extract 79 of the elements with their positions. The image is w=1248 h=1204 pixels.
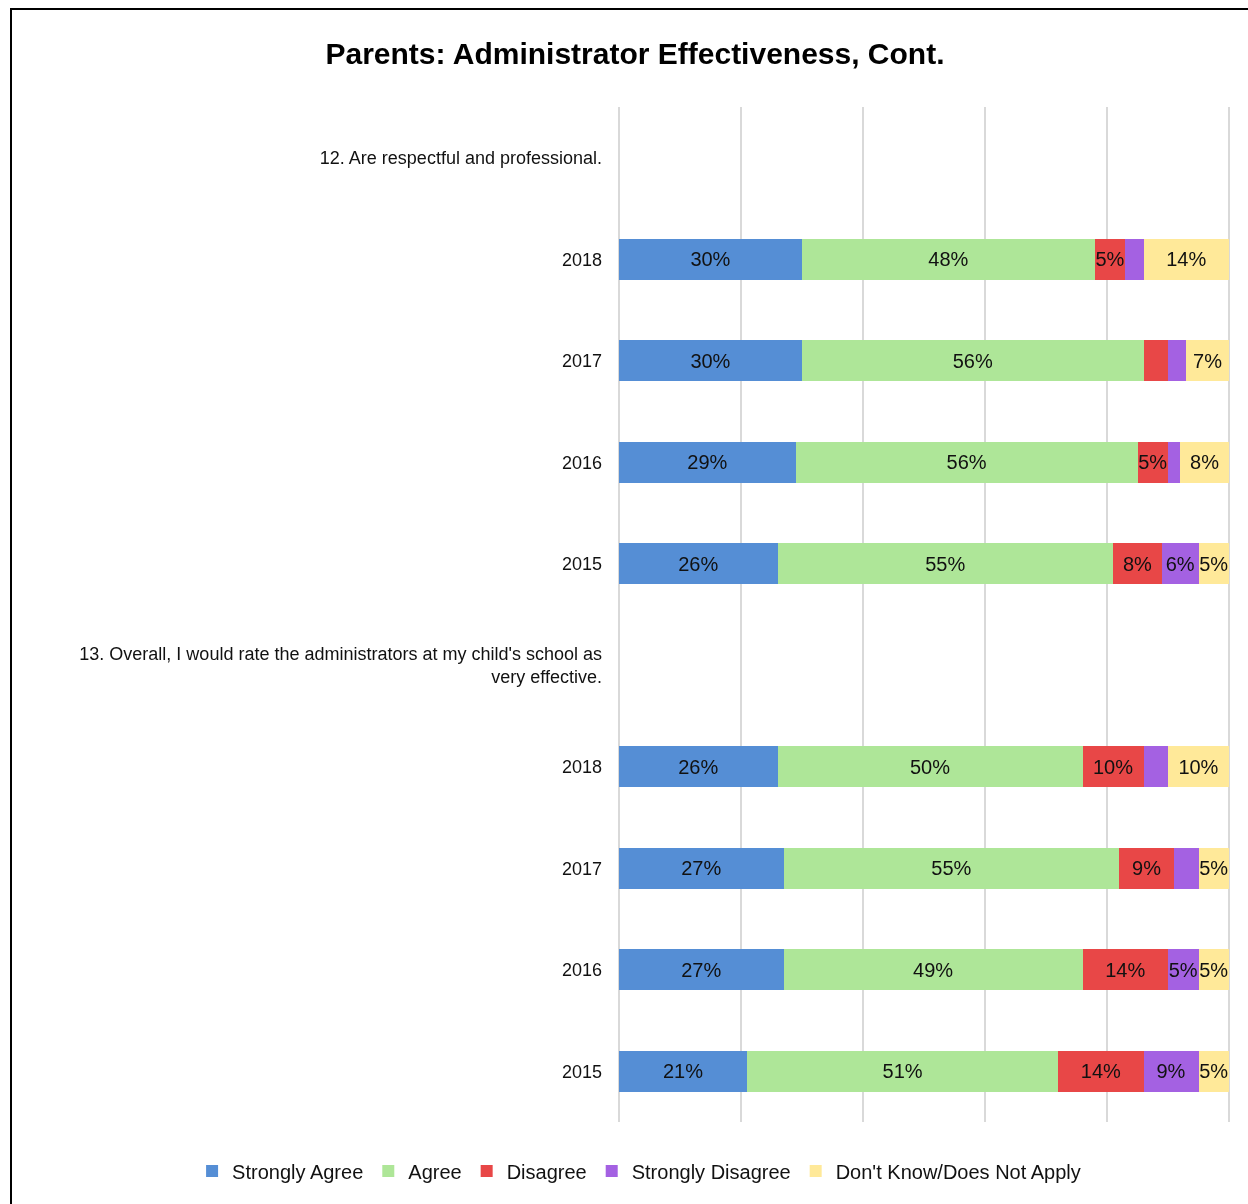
data-label: 55%	[925, 552, 966, 575]
y-tick-label: 2016	[561, 452, 602, 473]
data-label: 26%	[678, 755, 719, 778]
data-label: 29%	[687, 451, 728, 474]
data-label: 5%	[1199, 552, 1229, 575]
legend-label: Don't Know/Does Not Apply	[835, 1160, 1081, 1183]
bar	[619, 340, 802, 382]
data-label: 5%	[1168, 958, 1198, 981]
bar	[619, 238, 802, 280]
data-label: 27%	[681, 958, 722, 981]
bar	[619, 847, 784, 889]
bar	[795, 441, 1138, 483]
legend-label: Strongly Agree	[232, 1160, 364, 1183]
bar	[1143, 746, 1168, 788]
legend-label: Agree	[408, 1160, 462, 1183]
bar	[619, 441, 796, 483]
y-tick-label: 12. Are respectful and professional.	[319, 148, 602, 169]
bar	[1168, 340, 1187, 382]
y-tick-label: 13. Overall, I would rate the administrators at my child's school as very effective.	[79, 643, 602, 688]
data-label: 6%	[1165, 552, 1195, 575]
data-label: 5%	[1138, 451, 1168, 474]
bar	[783, 949, 1083, 991]
bar	[1119, 847, 1175, 889]
data-label: 8%	[1190, 451, 1220, 474]
data-label: 26%	[678, 552, 719, 575]
bar	[619, 949, 784, 991]
bar	[619, 543, 778, 585]
bar	[783, 847, 1120, 889]
data-label: 30%	[690, 248, 731, 271]
legend-label: Disagree	[506, 1160, 587, 1183]
bar	[747, 1050, 1059, 1092]
chart-title: Parents: Administrator Effectiveness, Cont.	[325, 36, 945, 70]
bar	[619, 1050, 748, 1092]
bar	[1082, 949, 1168, 991]
bar	[1058, 1050, 1144, 1092]
data-label: 50%	[909, 755, 951, 778]
y-tick-label: 2017	[561, 351, 602, 372]
bar	[1168, 441, 1181, 483]
data-label: 14%	[1105, 958, 1146, 981]
y-tick-label: 2018	[561, 757, 602, 778]
bar	[802, 340, 1144, 382]
data-label: 8%	[1122, 552, 1153, 575]
y-tick-label: 2017	[561, 858, 602, 879]
data-label: 51%	[882, 1060, 923, 1083]
bar	[1143, 238, 1229, 280]
bar	[1186, 340, 1229, 382]
bar	[777, 746, 1083, 788]
y-tick-label: 2015	[561, 554, 602, 575]
data-label: 56%	[946, 451, 987, 474]
data-label: 55%	[931, 857, 972, 880]
y-tick-label: 2016	[561, 960, 602, 981]
y-tick-label: 2018	[561, 249, 602, 270]
y-tick-label: 2015	[561, 1061, 602, 1082]
data-label: 5%	[1199, 958, 1229, 981]
data-label: 21%	[662, 1060, 704, 1083]
data-label: 27%	[681, 857, 722, 880]
data-label: 5%	[1095, 248, 1125, 271]
data-label: 5%	[1199, 857, 1229, 880]
data-label: 48%	[928, 248, 969, 271]
legend-label: Strongly Disagree	[631, 1160, 791, 1183]
bar	[777, 543, 1114, 585]
bar	[619, 746, 778, 788]
bar	[802, 238, 1095, 280]
data-label: 5%	[1199, 1060, 1229, 1083]
data-label: 9%	[1156, 1060, 1186, 1083]
data-label: 14%	[1080, 1060, 1122, 1083]
data-label: 14%	[1166, 248, 1207, 271]
bar	[1113, 543, 1162, 585]
bar	[1125, 238, 1144, 280]
data-label: 10%	[1178, 755, 1219, 778]
data-label: 49%	[913, 958, 954, 981]
data-label: 30%	[690, 349, 731, 372]
data-label: 7%	[1193, 349, 1223, 372]
data-label: 10%	[1092, 755, 1134, 778]
bar	[1174, 847, 1199, 889]
data-label: 56%	[952, 349, 993, 372]
bar	[1143, 1050, 1199, 1092]
data-label: 9%	[1132, 857, 1162, 880]
bar	[1143, 340, 1168, 382]
